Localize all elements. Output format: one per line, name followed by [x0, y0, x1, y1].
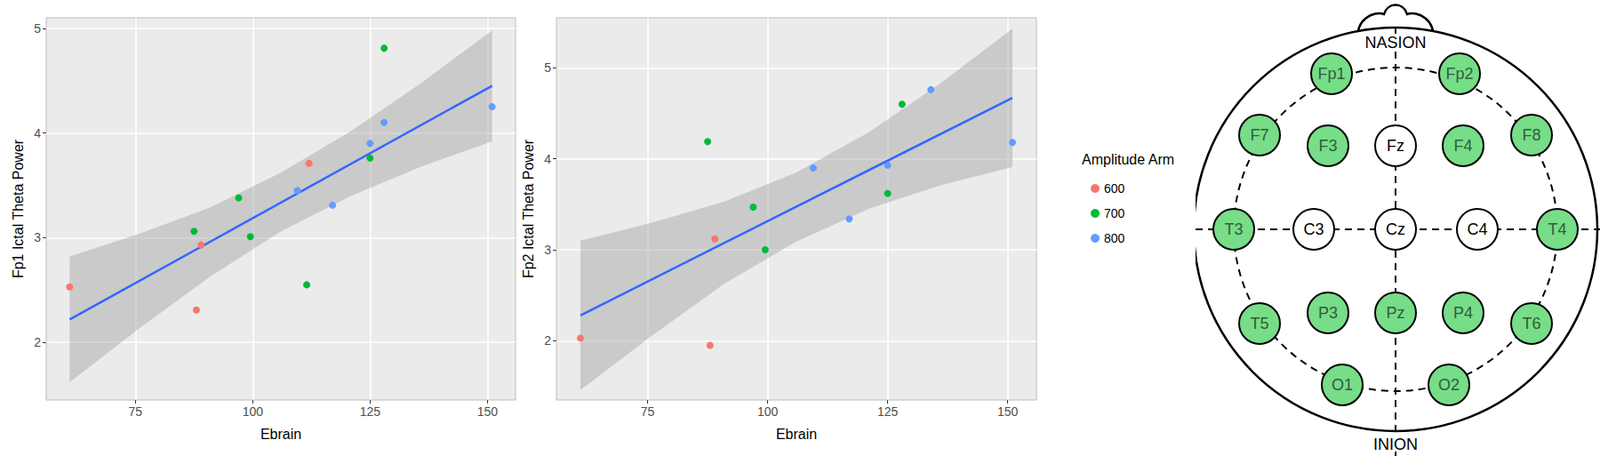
svg-text:F8: F8: [1521, 126, 1541, 144]
svg-text:Fp2 Ictal Theta Power: Fp2 Ictal Theta Power: [520, 138, 536, 279]
svg-text:Fz: Fz: [1386, 136, 1405, 155]
svg-text:4: 4: [33, 126, 41, 141]
svg-text:3: 3: [544, 242, 552, 257]
svg-text:Fp2: Fp2: [1445, 64, 1473, 83]
svg-text:Fp1 Ictal Theta Power: Fp1 Ictal Theta Power: [10, 138, 26, 279]
svg-text:2: 2: [544, 333, 552, 348]
svg-text:Pz: Pz: [1385, 304, 1405, 322]
svg-text:O1: O1: [1331, 376, 1353, 394]
svg-text:125: 125: [360, 404, 382, 419]
svg-text:O2: O2: [1438, 376, 1460, 394]
svg-text:Ebrain: Ebrain: [776, 426, 817, 442]
svg-text:5: 5: [33, 21, 41, 36]
svg-text:100: 100: [757, 404, 779, 419]
svg-text:75: 75: [128, 404, 144, 419]
svg-text:150: 150: [997, 404, 1019, 419]
svg-text:Ebrain: Ebrain: [260, 426, 302, 442]
svg-text:C3: C3: [1303, 220, 1324, 239]
svg-text:F4: F4: [1453, 136, 1472, 155]
svg-text:600: 600: [1104, 181, 1126, 196]
svg-text:Amplitude Arm: Amplitude Arm: [1081, 152, 1175, 168]
svg-text:800: 800: [1104, 231, 1126, 246]
svg-text:100: 100: [242, 404, 264, 419]
svg-text:C4: C4: [1466, 220, 1488, 239]
svg-text:3: 3: [33, 230, 41, 245]
svg-text:INION: INION: [1373, 435, 1418, 454]
svg-text:P3: P3: [1318, 304, 1338, 322]
svg-text:Fp1: Fp1: [1317, 64, 1345, 83]
svg-text:T5: T5: [1249, 314, 1269, 333]
svg-text:NASION: NASION: [1364, 33, 1426, 52]
svg-text:T4: T4: [1547, 220, 1567, 239]
svg-text:T6: T6: [1521, 314, 1541, 333]
svg-text:P4: P4: [1453, 304, 1473, 322]
svg-text:T3: T3: [1224, 220, 1243, 239]
svg-text:150: 150: [477, 404, 499, 419]
svg-text:Cz: Cz: [1385, 220, 1406, 239]
svg-text:2: 2: [33, 335, 41, 350]
svg-text:F7: F7: [1249, 126, 1269, 144]
svg-text:F3: F3: [1318, 136, 1337, 155]
svg-text:125: 125: [877, 404, 899, 419]
svg-text:4: 4: [544, 152, 552, 167]
svg-text:700: 700: [1104, 206, 1126, 221]
svg-text:5: 5: [544, 60, 552, 75]
svg-text:75: 75: [640, 404, 656, 419]
